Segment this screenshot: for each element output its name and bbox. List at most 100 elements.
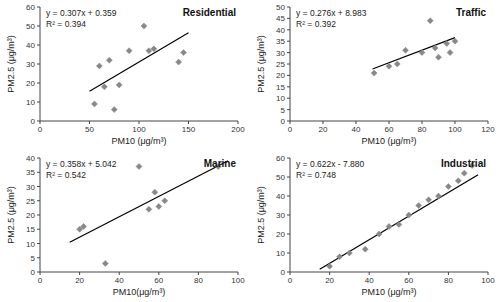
scatter-point xyxy=(181,50,187,56)
x-tick-label: 60 xyxy=(154,276,163,285)
y-tick-label: 5 xyxy=(31,254,36,263)
y-tick-label: 20 xyxy=(26,211,35,220)
y-tick-label: 0 xyxy=(31,268,36,277)
x-tick-label: 80 xyxy=(444,276,453,285)
x-tick xyxy=(455,121,456,124)
y-tick-label: 20 xyxy=(276,71,285,80)
panel: 0204060801000510152025303540PM10(μg/m³)P… xyxy=(6,154,245,297)
x-tick-label: 20 xyxy=(319,125,328,134)
y-tick xyxy=(37,121,40,122)
y-tick-label: 40 xyxy=(26,41,35,50)
y-tick-label: 40 xyxy=(26,154,35,163)
scatter-point xyxy=(455,178,461,184)
x-axis-line xyxy=(290,272,488,273)
panel-title: Traffic xyxy=(456,7,486,18)
y-tick-label: 40 xyxy=(276,192,285,201)
y-tick xyxy=(37,186,40,187)
y-tick-label: 50 xyxy=(276,173,285,182)
scatter-point xyxy=(136,164,142,170)
scatter-point xyxy=(337,254,343,260)
x-tick-label: 100 xyxy=(231,276,245,285)
y-tick-label: 30 xyxy=(26,60,35,69)
x-tick-label: 0 xyxy=(288,276,293,285)
y-tick-label: 10 xyxy=(26,98,35,107)
scatter-point xyxy=(111,107,117,113)
scatter-point xyxy=(101,84,107,90)
x-tick-label: 60 xyxy=(404,276,413,285)
x-tick-label: 150 xyxy=(182,125,196,134)
scatter-point xyxy=(327,263,333,269)
scatter-point xyxy=(419,50,425,56)
scatter-point xyxy=(445,184,451,190)
y-tick xyxy=(37,257,40,258)
annotation: R² = 0.748 xyxy=(296,170,336,180)
scatter-point xyxy=(432,45,438,51)
x-tick-label: 20 xyxy=(325,276,334,285)
scatter-point xyxy=(162,198,168,204)
y-tick-label: 40 xyxy=(276,26,285,35)
y-tick-label: 20 xyxy=(26,79,35,88)
annotation: R² = 0.542 xyxy=(46,170,86,180)
y-tick-label: 0 xyxy=(281,117,286,126)
x-tick xyxy=(79,272,80,275)
regression-line xyxy=(373,38,456,69)
scatter-point xyxy=(447,50,453,56)
y-tick xyxy=(37,229,40,230)
y-tick xyxy=(287,158,290,159)
scatter-point xyxy=(396,222,402,228)
scatter-point xyxy=(436,54,442,60)
scatter-point xyxy=(81,223,87,229)
x-tick-label: 40 xyxy=(115,276,124,285)
y-axis-label: PM2.5 (μg/m³) xyxy=(256,186,266,244)
y-tick xyxy=(287,75,290,76)
x-tick-label: 50 xyxy=(85,125,94,134)
y-tick xyxy=(37,272,40,273)
scatter-point xyxy=(403,47,409,53)
y-tick-label: 30 xyxy=(26,183,35,192)
x-tick-label: 0 xyxy=(38,276,43,285)
y-tick-label: 15 xyxy=(276,83,285,92)
y-axis-label: PM2.5 (μg/m³) xyxy=(256,35,266,93)
x-tick-label: 120 xyxy=(481,125,495,134)
panel-title: Residential xyxy=(183,7,237,18)
y-tick-label: 15 xyxy=(26,225,35,234)
panel: 0204060801000102030405060PM10 (μg/m³)PM2… xyxy=(256,154,495,297)
y-tick-label: 30 xyxy=(276,49,285,58)
annotation: y = 0.307x + 0.359 xyxy=(46,8,117,18)
y-tick xyxy=(287,52,290,53)
scatter-point xyxy=(91,101,97,107)
y-tick xyxy=(37,215,40,216)
x-tick xyxy=(448,272,449,275)
y-tick-label: 30 xyxy=(276,211,285,220)
scatter-point xyxy=(394,61,400,67)
x-tick xyxy=(89,121,90,124)
chart-root: 0501001502000102030405060PM10 (μg/m³)PM2… xyxy=(0,0,500,302)
x-tick-label: 100 xyxy=(132,125,146,134)
scatter-point xyxy=(426,197,432,203)
scatter-point xyxy=(176,59,182,65)
plot-area xyxy=(70,161,228,267)
panel: 0501001502000102030405060PM10 (μg/m³)PM2… xyxy=(6,3,245,146)
y-tick xyxy=(287,41,290,42)
scatter-point xyxy=(386,63,392,69)
scatter-point xyxy=(362,246,368,252)
scatter-point xyxy=(146,206,152,212)
x-tick-label: 100 xyxy=(481,276,495,285)
scatter-point xyxy=(346,250,352,256)
y-tick xyxy=(287,7,290,8)
x-tick xyxy=(238,272,239,275)
x-axis-label: PM10 (μg/m³) xyxy=(111,136,166,146)
scatter-point xyxy=(106,57,112,63)
panel-title: Industrial xyxy=(441,158,486,169)
x-tick xyxy=(488,272,489,275)
y-tick xyxy=(37,83,40,84)
scatter-point xyxy=(151,46,157,52)
y-tick xyxy=(287,196,290,197)
annotation: y = 0.622x - 7.880 xyxy=(296,159,365,169)
scatter-point xyxy=(406,212,412,218)
y-tick-label: 10 xyxy=(26,240,35,249)
y-tick xyxy=(287,86,290,87)
y-tick xyxy=(37,172,40,173)
y-tick-label: 35 xyxy=(276,37,285,46)
y-tick xyxy=(37,45,40,46)
